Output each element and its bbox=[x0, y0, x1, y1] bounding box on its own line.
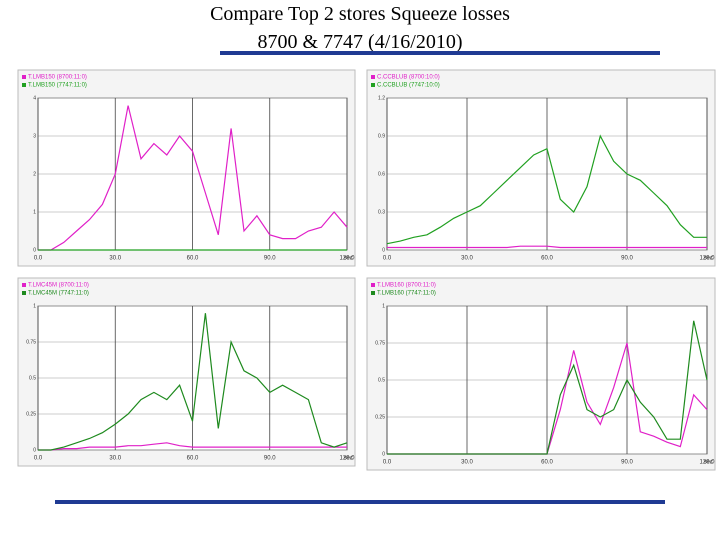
series-line bbox=[386, 134, 707, 245]
series-line bbox=[38, 442, 347, 451]
legend-swatch bbox=[22, 291, 26, 295]
x-tick-label: 120.0 bbox=[699, 460, 715, 466]
y-tick-label: 1.2 bbox=[378, 95, 385, 101]
legend-swatch bbox=[22, 83, 26, 87]
x-tick-label: 0.0 bbox=[34, 256, 43, 262]
y-tick-label: 0 bbox=[382, 451, 385, 457]
y-tick-label: 0.75 bbox=[26, 339, 36, 345]
x-tick-label: 0.0 bbox=[383, 460, 392, 466]
y-tick-label: 1 bbox=[33, 303, 36, 309]
x-tick-label: 90.0 bbox=[264, 256, 276, 262]
x-tick-label: 30.0 bbox=[461, 460, 473, 466]
y-tick-label: 0.6 bbox=[378, 171, 385, 177]
y-tick-label: 0.25 bbox=[375, 414, 385, 420]
x-tick-label: 60.0 bbox=[541, 460, 553, 466]
series-line bbox=[38, 313, 348, 451]
x-tick-label: 30.0 bbox=[109, 256, 121, 262]
x-axis-label: sec bbox=[344, 256, 353, 262]
x-tick-label: 0.0 bbox=[34, 456, 43, 462]
legend-label: T.LMC45M (8700:11:0) bbox=[28, 283, 89, 289]
legend-label: T.LMB160 (8700:11:0) bbox=[377, 283, 436, 289]
x-tick-label: 60.0 bbox=[187, 256, 199, 262]
legend-label: C.CCBLUB (8700:10:0) bbox=[377, 75, 440, 81]
x-tick-label: 60.0 bbox=[541, 256, 553, 262]
x-tick-label: 30.0 bbox=[461, 256, 473, 262]
series-line bbox=[387, 320, 708, 455]
x-tick-label: 60.0 bbox=[187, 456, 199, 462]
legend-label: C.CCBLUB (7747:10:0) bbox=[377, 83, 440, 89]
legend-label: T.LMB160 (7747:11:0) bbox=[377, 291, 436, 297]
legend-swatch bbox=[22, 75, 26, 79]
x-tick-label: 90.0 bbox=[621, 460, 633, 466]
legend-swatch bbox=[371, 291, 375, 295]
x-tick-label: 30.0 bbox=[109, 456, 121, 462]
x-axis-label: sec bbox=[344, 456, 353, 462]
x-axis-label: sec bbox=[704, 460, 713, 466]
series-line bbox=[38, 105, 348, 251]
y-tick-label: 2 bbox=[33, 171, 36, 177]
x-axis-label: sec bbox=[704, 256, 713, 262]
y-tick-label: 3 bbox=[33, 133, 36, 139]
legend-label: T.LMC45M (7747:11:0) bbox=[28, 291, 89, 297]
legend-swatch bbox=[371, 75, 375, 79]
legend-label: T.LMB150 (8700:11:0) bbox=[28, 75, 87, 81]
y-tick-label: 0 bbox=[33, 447, 36, 453]
x-tick-label: 120.0 bbox=[339, 456, 355, 462]
y-tick-label: 0.75 bbox=[375, 340, 385, 346]
legend-swatch bbox=[22, 283, 26, 287]
y-tick-label: 0.3 bbox=[378, 209, 385, 215]
legend-label: T.LMB150 (7747:11:0) bbox=[28, 83, 87, 89]
y-tick-label: 0.9 bbox=[378, 133, 385, 139]
legend-swatch bbox=[371, 83, 375, 87]
x-tick-label: 90.0 bbox=[264, 456, 276, 462]
y-tick-label: 4 bbox=[33, 95, 36, 101]
y-tick-label: 0.25 bbox=[26, 411, 36, 417]
legend-swatch bbox=[371, 283, 375, 287]
title: Compare Top 2 stores Squeeze losses bbox=[210, 3, 510, 25]
x-tick-label: 120.0 bbox=[339, 256, 355, 262]
y-tick-label: 0.5 bbox=[29, 375, 36, 381]
y-tick-label: 0 bbox=[382, 247, 385, 253]
y-tick-label: 0.5 bbox=[378, 377, 385, 383]
y-tick-label: 0 bbox=[33, 247, 36, 253]
x-tick-label: 120.0 bbox=[699, 256, 715, 262]
y-tick-label: 1 bbox=[382, 303, 385, 309]
series-line bbox=[387, 245, 707, 249]
subtitle: 8700 & 7747 (4/16/2010) bbox=[257, 31, 463, 53]
x-tick-label: 90.0 bbox=[621, 256, 633, 262]
y-tick-label: 1 bbox=[33, 209, 36, 215]
x-tick-label: 0.0 bbox=[383, 256, 392, 262]
